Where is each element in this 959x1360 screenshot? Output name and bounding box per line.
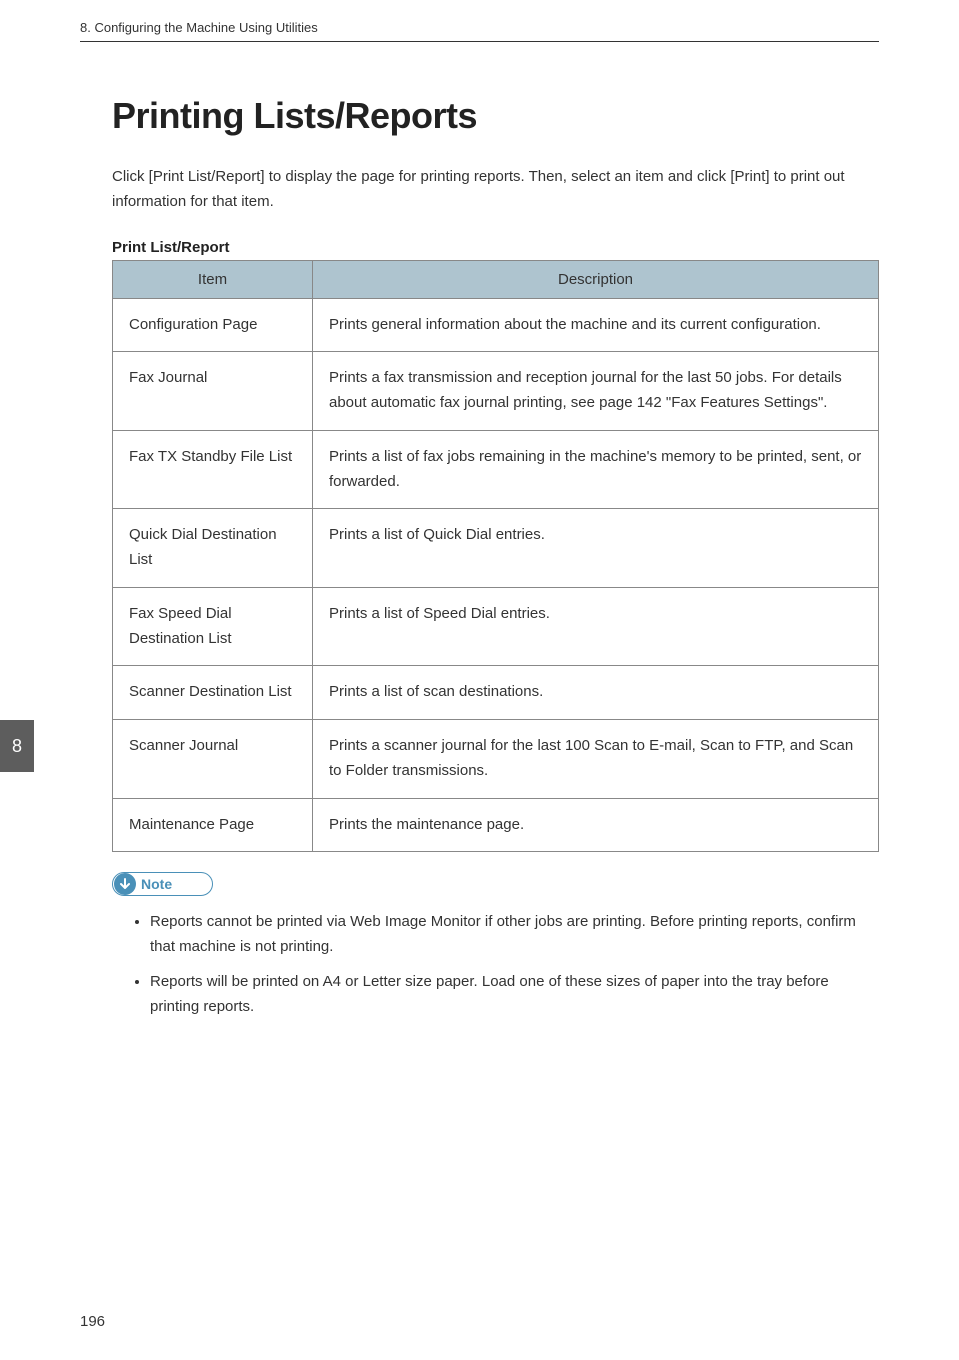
note-list-item: Reports cannot be printed via Web Image …	[150, 910, 879, 960]
table-cell-desc: Prints general information about the mac…	[313, 298, 879, 352]
table-row: Fax TX Standby File List Prints a list o…	[113, 430, 879, 509]
arrow-down-icon	[114, 873, 136, 895]
page-number: 196	[80, 1313, 105, 1330]
note-list: Reports cannot be printed via Web Image …	[112, 910, 879, 1019]
table-header-description: Description	[313, 260, 879, 298]
table-cell-desc: Prints a list of Speed Dial entries.	[313, 587, 879, 666]
table-cell-item: Scanner Destination List	[113, 666, 313, 720]
chapter-title: 8. Configuring the Machine Using Utiliti…	[80, 20, 318, 35]
table-header-row: Item Description	[113, 260, 879, 298]
chapter-side-tab: 8	[0, 720, 34, 772]
print-list-report-table: Item Description Configuration Page Prin…	[112, 260, 879, 853]
table-cell-desc: Prints a scanner journal for the last 10…	[313, 720, 879, 799]
table-cell-desc: Prints a fax transmission and reception …	[313, 352, 879, 431]
note-badge: Note	[112, 872, 213, 896]
table-row: Quick Dial Destination List Prints a lis…	[113, 509, 879, 588]
page-title: Printing Lists/Reports	[112, 95, 879, 137]
table-row: Configuration Page Prints general inform…	[113, 298, 879, 352]
page-header: 8. Configuring the Machine Using Utiliti…	[80, 20, 879, 42]
table-cell-desc: Prints a list of scan destinations.	[313, 666, 879, 720]
table-cell-item: Fax Journal	[113, 352, 313, 431]
table-cell-item: Fax Speed Dial Destination List	[113, 587, 313, 666]
table-cell-item: Fax TX Standby File List	[113, 430, 313, 509]
table-cell-desc: Prints the maintenance page.	[313, 798, 879, 852]
table-cell-desc: Prints a list of fax jobs remaining in t…	[313, 430, 879, 509]
table-row: Maintenance Page Prints the maintenance …	[113, 798, 879, 852]
table-row: Scanner Journal Prints a scanner journal…	[113, 720, 879, 799]
table-cell-item: Maintenance Page	[113, 798, 313, 852]
side-tab-number: 8	[12, 736, 22, 757]
intro-paragraph: Click [Print List/Report] to display the…	[112, 165, 879, 215]
table-cell-item: Configuration Page	[113, 298, 313, 352]
table-caption: Print List/Report	[112, 239, 879, 256]
table-header-item: Item	[113, 260, 313, 298]
note-list-item: Reports will be printed on A4 or Letter …	[150, 970, 879, 1020]
table-cell-item: Quick Dial Destination List	[113, 509, 313, 588]
table-row: Scanner Destination List Prints a list o…	[113, 666, 879, 720]
table-row: Fax Speed Dial Destination List Prints a…	[113, 587, 879, 666]
table-cell-desc: Prints a list of Quick Dial entries.	[313, 509, 879, 588]
note-label: Note	[137, 876, 172, 892]
table-row: Fax Journal Prints a fax transmission an…	[113, 352, 879, 431]
table-cell-item: Scanner Journal	[113, 720, 313, 799]
page-content: Printing Lists/Reports Click [Print List…	[112, 95, 879, 1029]
note-callout: Note	[112, 872, 879, 896]
